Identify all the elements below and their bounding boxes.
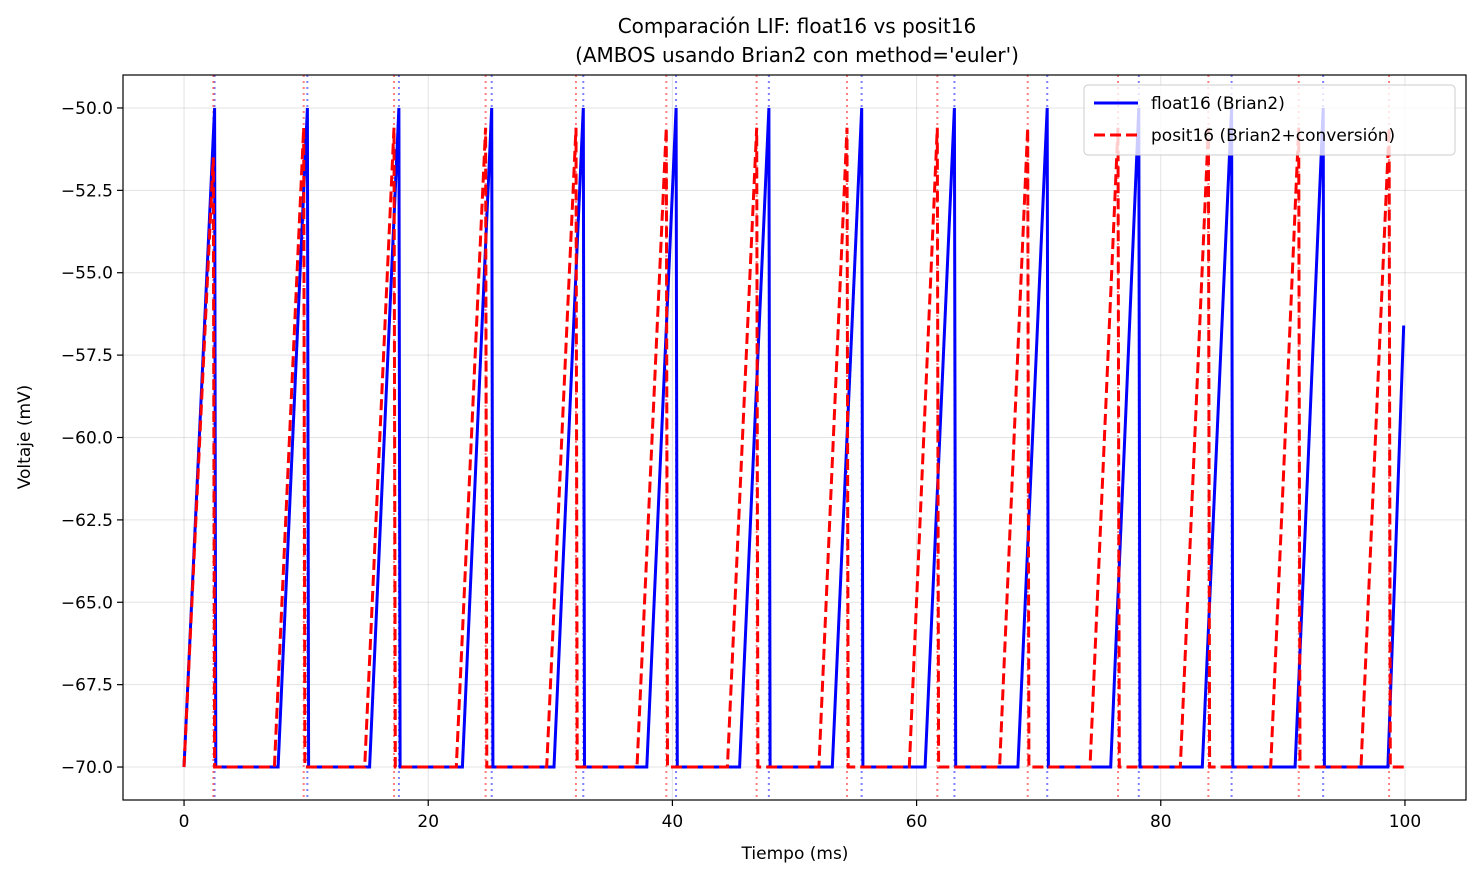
x-tick-label-1: 20 — [417, 812, 439, 832]
legend-box — [1083, 84, 1456, 156]
y-tick-label-5: −57.5 — [61, 346, 113, 366]
y-tick-label-0: −70.0 — [61, 758, 113, 778]
x-tick-label-5: 100 — [1389, 812, 1421, 832]
legend-label-float16: float16 (Brian2) — [1151, 94, 1285, 114]
legend: float16 (Brian2) posit16 (Brian2+convers… — [1083, 84, 1456, 156]
y-tick-label-2: −65.0 — [61, 593, 113, 613]
y-axis-ticks: −70.0 −67.5 −65.0 −62.5 −60.0 −57.5 −55.0 −52.5… — [61, 99, 123, 778]
y-tick-label-8: −50.0 — [61, 99, 113, 119]
series-layer — [182, 107, 1406, 769]
x-tick-label-2: 40 — [662, 812, 684, 832]
y-axis-label: Voltaje (mV) — [15, 385, 35, 490]
chart-title-line2: (AMBOS usando Brian2 con method='euler') — [575, 43, 1019, 67]
y-tick-label-7: −52.5 — [61, 181, 113, 201]
x-tick-label-0: 0 — [179, 812, 190, 832]
x-axis-label: Tiempo (ms) — [741, 844, 849, 864]
x-tick-label-3: 60 — [906, 812, 928, 832]
x-tick-label-4: 80 — [1150, 812, 1172, 832]
chart-title-line1: Comparación LIF: float16 vs posit16 — [618, 14, 977, 38]
legend-label-posit16: posit16 (Brian2+conversión) — [1151, 126, 1395, 146]
y-tick-label-1: −67.5 — [61, 676, 113, 696]
series-line-posit16 — [182, 127, 1405, 769]
x-axis-ticks: 0 20 40 60 80 100 — [179, 800, 1421, 832]
y-tick-label-6: −55.0 — [61, 264, 113, 284]
y-tick-label-4: −60.0 — [61, 429, 113, 449]
y-tick-label-3: −62.5 — [61, 511, 113, 531]
